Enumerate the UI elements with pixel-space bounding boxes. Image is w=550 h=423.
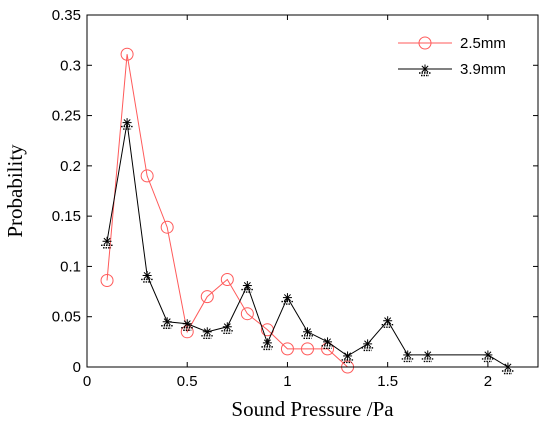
data-point <box>341 351 354 364</box>
data-point <box>121 118 134 130</box>
legend-entry: 3.9mm <box>398 61 506 78</box>
y-tick-label: 0 <box>73 359 81 376</box>
data-point <box>401 350 414 363</box>
legend-label: 3.9mm <box>460 61 506 78</box>
x-tick-label: 0 <box>83 373 91 390</box>
y-axis-title: Probability <box>3 144 27 238</box>
series-3.9mm <box>101 118 514 375</box>
data-point <box>240 307 254 321</box>
data-point <box>120 47 134 61</box>
data-point <box>421 350 434 363</box>
data-point <box>301 327 314 339</box>
data-point <box>220 273 234 287</box>
series-2.5mm <box>100 47 355 374</box>
data-point <box>181 319 194 331</box>
data-point <box>281 293 294 305</box>
x-tick-label: 2 <box>484 373 492 390</box>
data-point <box>321 337 334 350</box>
legend: 2.5mm 3.9mm <box>392 26 530 80</box>
data-point <box>201 327 214 339</box>
series-line <box>106 54 348 368</box>
data-point <box>361 339 374 352</box>
legend-label: 2.5mm <box>460 35 506 52</box>
data-point <box>161 317 174 329</box>
data-point <box>140 169 154 183</box>
legend-box <box>392 26 530 80</box>
data-point <box>160 220 174 234</box>
data-point <box>418 36 432 50</box>
data-point <box>141 270 154 283</box>
y-tick-label: 0.15 <box>52 208 81 225</box>
data-point <box>300 342 314 356</box>
x-tick-label: 1.5 <box>377 373 398 390</box>
data-point <box>261 338 274 351</box>
y-tick-label: 0.05 <box>52 309 81 326</box>
data-point <box>100 274 114 288</box>
plot-frame <box>86 14 539 368</box>
x-axis-title: Sound Pressure /Pa <box>231 397 394 421</box>
legend-entry: 2.5mm <box>398 35 506 52</box>
data-point <box>101 236 114 249</box>
series-layer <box>100 47 514 375</box>
y-tick-label: 0.2 <box>60 158 81 175</box>
y-tick-label: 0.3 <box>60 57 81 74</box>
y-tick-label: 0.25 <box>52 108 81 125</box>
x-tick-label: 0.5 <box>177 373 198 390</box>
data-point <box>381 316 394 328</box>
data-point <box>221 322 234 334</box>
data-point <box>280 342 294 356</box>
y-tick-label: 0.1 <box>60 258 81 275</box>
y-tick-label: 0.35 <box>52 7 81 24</box>
data-point <box>200 290 214 304</box>
x-tick-label: 1 <box>283 373 291 390</box>
data-point <box>241 281 254 293</box>
tick-labels: 0 0.5 1 1.5 2 0 0.05 0.1 0.15 0.2 0.25 0.3 0.35 <box>52 7 492 390</box>
data-point <box>419 64 431 77</box>
data-point <box>481 350 494 363</box>
